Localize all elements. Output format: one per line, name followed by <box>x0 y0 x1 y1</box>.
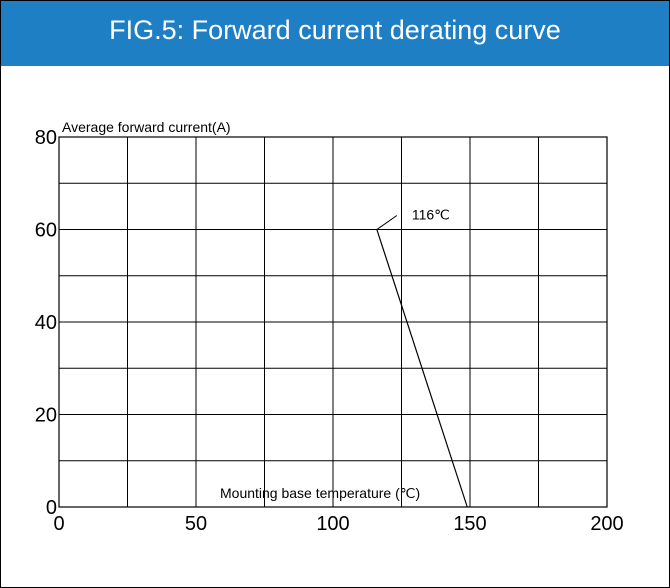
plot-border <box>58 136 608 508</box>
y-tick-label: 20 <box>35 405 57 427</box>
chart-grid <box>59 137 607 507</box>
y-tick-label: 0 <box>46 497 57 519</box>
y-tick-label: 40 <box>35 312 57 334</box>
x-tick-label: 150 <box>453 513 486 535</box>
y-tick-label: 60 <box>35 220 57 242</box>
chart-axes: 0 50 100 150 200 0 20 40 60 80 <box>35 127 624 535</box>
chart-series: 116℃ <box>376 207 468 508</box>
x-tick-label: 0 <box>53 513 64 535</box>
derating-line <box>376 229 468 508</box>
x-axis-label: Mounting base temperature (℃) <box>220 485 420 501</box>
chart-labels: Average forward current(A) Mounting base… <box>62 119 420 501</box>
x-tick-label: 100 <box>316 513 349 535</box>
y-axis-label: Average forward current(A) <box>62 119 231 135</box>
figure-header: FIG.5: Forward current derating curve <box>1 1 669 66</box>
figure-title: FIG.5: Forward current derating curve <box>109 15 561 45</box>
y-tick-label: 80 <box>35 127 57 149</box>
x-tick-label: 200 <box>590 513 623 535</box>
annotation-label: 116℃ <box>412 207 450 223</box>
annotation-leader <box>376 215 398 230</box>
x-tick-label: 50 <box>185 513 207 535</box>
